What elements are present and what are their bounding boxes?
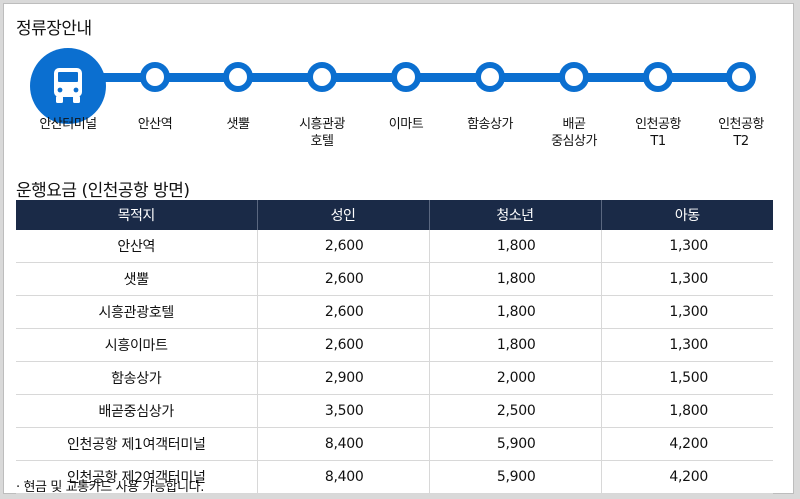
youth-fare-cell: 1,800	[429, 295, 602, 329]
child-fare-cell: 1,300	[601, 328, 773, 362]
adult-fare-cell: 8,400	[257, 460, 430, 494]
adult-fare-cell: 2,600	[257, 230, 430, 263]
stop-marker-5	[391, 62, 421, 92]
child-fare-cell: 1,300	[601, 295, 773, 329]
table-row: 인천공항 제1여객터미널 8,400 5,900 4,200	[16, 427, 773, 461]
stop-marker-7	[559, 62, 589, 92]
destination-cell: 인천공항 제2여객터미널	[16, 460, 258, 494]
child-fare-cell: 1,500	[601, 361, 773, 395]
destination-cell: 샛뿔	[16, 262, 258, 296]
child-fare-cell: 4,200	[601, 427, 773, 461]
table-header-row: 목적지 성인 청소년 아동	[16, 200, 773, 230]
stop-marker-2	[140, 62, 170, 92]
youth-fare-cell: 2,500	[429, 394, 602, 428]
destination-cell: 배곧중심상가	[16, 394, 258, 428]
stop-label: 인천공항 T1	[635, 117, 681, 149]
destination-cell: 시흥이마트	[16, 328, 258, 362]
youth-fare-cell: 1,800	[429, 328, 602, 362]
child-fare-cell: 4,200	[601, 460, 773, 494]
table-row: 인천공항 제2여객터미널 8,400 5,900 4,200	[16, 460, 773, 494]
destination-cell: 함송상가	[16, 361, 258, 395]
start-stop-marker	[30, 48, 106, 124]
stop-marker-4	[307, 62, 337, 92]
youth-fare-cell: 5,900	[429, 427, 602, 461]
youth-fare-cell: 1,800	[429, 230, 602, 263]
stop-label: 이마트	[388, 117, 424, 132]
info-panel: 정류장안내 안산터미널 안산역 샛뿔 시흥관광 호텔 이마트 함송상가 배곧 중…	[3, 3, 794, 495]
table-row: 시흥이마트 2,600 1,800 1,300	[16, 328, 773, 362]
header-youth: 청소년	[429, 200, 602, 230]
child-fare-cell: 1,300	[601, 262, 773, 296]
adult-fare-cell: 8,400	[257, 427, 430, 461]
table-row: 샛뿔 2,600 1,800 1,300	[16, 262, 773, 296]
table-row: 함송상가 2,900 2,000 1,500	[16, 361, 773, 395]
adult-fare-cell: 2,600	[257, 328, 430, 362]
stop-marker-8	[643, 62, 673, 92]
adult-fare-cell: 2,900	[257, 361, 430, 395]
stop-label: 안산터미널	[39, 117, 97, 132]
stop-label: 인천공항 T2	[718, 117, 764, 149]
fare-table: 목적지 성인 청소년 아동 안산역 2,600 1,800 1,300 샛뿔 2…	[16, 200, 773, 494]
fare-title: 운행요금 (인천공항 방면)	[16, 181, 190, 201]
table-row: 안산역 2,600 1,800 1,300	[16, 230, 773, 263]
header-adult: 성인	[257, 200, 430, 230]
route-title: 정류장안내	[16, 19, 92, 39]
table-row: 배곧중심상가 3,500 2,500 1,800	[16, 394, 773, 428]
stop-marker-6	[475, 62, 505, 92]
child-fare-cell: 1,800	[601, 394, 773, 428]
stop-marker-9	[726, 62, 756, 92]
payment-note: · 현금 및 교통카드 사용 가능합니다.	[16, 480, 204, 495]
header-child: 아동	[601, 200, 773, 230]
stop-label: 안산역	[137, 117, 173, 132]
destination-cell: 시흥관광호텔	[16, 295, 258, 329]
adult-fare-cell: 3,500	[257, 394, 430, 428]
youth-fare-cell: 5,900	[429, 460, 602, 494]
stop-label: 시흥관광 호텔	[299, 117, 345, 149]
destination-cell: 인천공항 제1여객터미널	[16, 427, 258, 461]
child-fare-cell: 1,300	[601, 230, 773, 263]
adult-fare-cell: 2,600	[257, 262, 430, 296]
stop-marker-3	[223, 62, 253, 92]
stop-label: 함송상가	[467, 117, 513, 132]
adult-fare-cell: 2,600	[257, 295, 430, 329]
stop-label: 샛뿔	[226, 117, 250, 132]
table-row: 시흥관광호텔 2,600 1,800 1,300	[16, 295, 773, 329]
youth-fare-cell: 2,000	[429, 361, 602, 395]
stop-label: 배곧 중심상가	[551, 117, 597, 149]
destination-cell: 안산역	[16, 230, 258, 263]
youth-fare-cell: 1,800	[429, 262, 602, 296]
bus-icon	[54, 68, 82, 103]
header-destination: 목적지	[16, 200, 258, 230]
